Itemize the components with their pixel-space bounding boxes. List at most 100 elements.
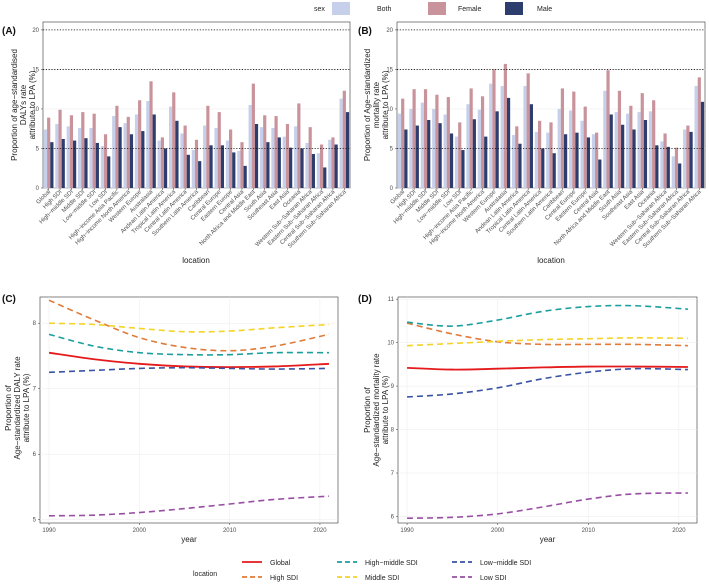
panel-d-y-tick-label: 9: [391, 384, 395, 390]
panel-b-bar-central-sub-saharan-africa-female: [686, 125, 690, 188]
panel-c-y-tick-label: 8: [33, 321, 37, 327]
panel-a-bar-western-sub-saharan-africa-female: [308, 127, 312, 188]
panel-a-bar-high-middle-sdi-both: [66, 126, 70, 188]
panel-b-bar-southeast-asia-male: [632, 129, 636, 188]
panel-b-bar-eastern-sub-saharan-africa-both: [671, 156, 675, 188]
panel-b-bar-low-middle-sdi-both: [443, 114, 447, 188]
panel-d-line-high-middle-sdi: [406, 304, 688, 327]
panel-c-line-middle-sdi: [49, 322, 330, 333]
panel-d-line-middle-sdi: [407, 337, 688, 347]
sex-legend: sex Both Female Male: [314, 2, 552, 15]
panel-a-bar-central-europe-female: [217, 112, 221, 188]
panel-b-bar-eastern-sub-saharan-africa-male: [678, 163, 682, 188]
panel-c-line-low-sdi: [49, 495, 330, 517]
panel-a-x-axis-title: location: [182, 256, 210, 265]
panel-b-bar-north-africa-and-middle-east-both: [603, 90, 607, 188]
panel-a-bar-western-sub-saharan-africa-male: [311, 154, 315, 188]
panel-b-bar-middle-sdi-female: [435, 94, 439, 188]
panel-a-bar-oceania-male: [300, 148, 304, 188]
panel-a-bar-southeast-asia-male: [277, 137, 281, 188]
panel-a-bar-north-africa-and-middle-east-both: [248, 105, 252, 188]
panel-b-bar-central-europe-both: [569, 110, 573, 188]
panel-a-bar-high-income-asia-pacific-both: [112, 116, 116, 188]
panel-a-y-axis-title: Proportion of age−standardisedDALYs rate…: [10, 49, 37, 161]
panel-b-bar-southeast-asia-both: [626, 113, 630, 188]
panel-a-bar-low-sdi-female: [103, 134, 108, 188]
legend-label-male: Male: [537, 6, 552, 13]
legend-label-low-sdi: Low SDI: [480, 575, 507, 582]
panel-b-bar-southern-sub-saharan-africa-female: [697, 77, 701, 188]
legend-label-female: Female: [458, 6, 481, 13]
panel-d-y-tick-label: 7: [391, 471, 395, 477]
panel-a-bar-high-middle-sdi-female: [69, 115, 74, 188]
panel-b-bar-western-sub-saharan-africa-both: [660, 141, 664, 188]
panel-a-bar-southern-latin-america-both: [191, 150, 195, 188]
panel-d-plot-area: [397, 296, 698, 524]
panel-b-bar-global-female: [401, 98, 405, 188]
panel-b-bar-low-sdi-male: [461, 150, 465, 188]
panel-b-bar-high-income-asia-pacific-female: [469, 88, 473, 188]
panel-b-bar-east-asia-male: [643, 120, 648, 188]
sex-legend-title: sex: [314, 6, 325, 13]
panel-b-bar-south-asia-female: [617, 90, 622, 188]
panel-b-bar-caribbean-male: [564, 134, 568, 188]
panel-a-bar-southern-sub-saharan-africa-male: [345, 112, 350, 188]
panel-a-bar-southeast-asia-female: [274, 116, 278, 188]
panel-label-b: (B): [358, 26, 372, 37]
panel-d-y-axis-title: Proportion ofAge−standardized mortality …: [363, 353, 390, 467]
location-legend-title: location: [193, 571, 217, 578]
panel-b-bar-southern-sub-saharan-africa-male: [700, 101, 705, 188]
panel-c-line-global: [48, 351, 330, 368]
panel-b-bar-western-sub-saharan-africa-male: [666, 146, 670, 188]
panel-a-bar-high-income-asia-pacific-female: [115, 105, 119, 188]
panel-b-bar-western-sub-saharan-africa-female: [663, 133, 667, 188]
panel-a-bar-central-asia-male: [243, 165, 247, 188]
panel-b-bar-high-sdi-both: [409, 108, 413, 188]
panel-c-line-low-middle-sdi: [48, 366, 329, 374]
panel-c-x-axis-title: year: [181, 535, 197, 544]
panel-a-bar-north-africa-and-middle-east-male: [254, 123, 259, 188]
panel-b-bar-tropical-latin-america-female: [526, 73, 530, 188]
panel-c-y-axis-title: Proportion ofAge−standardized DALY ratea…: [4, 356, 31, 460]
panel-a-bar-east-asia-male: [289, 147, 293, 188]
panel-d-line-global: [407, 365, 688, 371]
panel-b-bar-high-sdi-female: [412, 89, 416, 188]
panel-b-bar-south-asia-male: [621, 124, 625, 188]
panel-a-bar-central-sub-saharan-africa-female: [331, 137, 335, 188]
panel-a-bar-low-middle-sdi-female: [92, 113, 96, 188]
panel-b-bar-oceania-female: [652, 100, 656, 188]
panel-a-bar-south-asia-male: [266, 142, 270, 188]
location-legend: location Global High−middle SDI Low−middle…: [193, 560, 531, 582]
panel-b-bar-western-europe-male: [495, 111, 499, 188]
panel-c-y-tick-label: 5: [33, 518, 37, 524]
panel-a-bar-oceania-female: [297, 103, 301, 188]
panel-d-y-tick-label: 8: [391, 428, 395, 434]
panel-label-d: (D): [358, 294, 372, 305]
legend-label-high-sdi: High SDI: [270, 575, 298, 582]
panel-b-bar-andean-latin-america-male: [518, 143, 522, 188]
panel-d-y-tick-label: 11: [388, 297, 395, 303]
panel-a-bar-central-sub-saharan-africa-male: [334, 144, 338, 188]
panel-b-bar-oceania-male: [655, 145, 659, 188]
panel-a-bar-east-asia-female: [285, 123, 290, 188]
panel-b-bar-central-asia-male: [598, 159, 602, 188]
panel-b-bar-eastern-europe-male: [586, 137, 591, 188]
panel-b-bar-tropical-latin-america-both: [523, 86, 527, 188]
panel-a-bar-western-europe-both: [134, 114, 139, 188]
panel-b-bar-andean-latin-america-both: [511, 135, 516, 188]
panel-b-bar-central-latin-america-female: [537, 120, 542, 188]
panel-b-bar-eastern-sub-saharan-africa-female: [674, 147, 679, 188]
panel-b-bar-southern-sub-saharan-africa-both: [694, 86, 698, 188]
panel-c-x-tick-label: 2000: [133, 528, 147, 534]
panel-b-bar-southern-latin-america-male: [552, 153, 556, 188]
panel-a-bar-global-male: [50, 142, 54, 188]
panel-a-bar-central-latin-america-both: [180, 133, 184, 188]
panel-a-bar-eastern-sub-saharan-africa-male: [323, 167, 327, 188]
panel-a-bar-southeast-asia-both: [271, 127, 275, 188]
panel-a-bar-tropical-latin-america-male: [175, 120, 179, 188]
panel-b-bar-high-sdi-male: [415, 125, 419, 188]
panel-b-bar-high-middle-sdi-female: [423, 89, 428, 188]
panel-a-bar-oceania-both: [294, 126, 298, 188]
panel-a-bar-middle-sdi-female: [81, 112, 85, 188]
legend-label-middle-sdi: Middle SDI: [365, 575, 399, 582]
